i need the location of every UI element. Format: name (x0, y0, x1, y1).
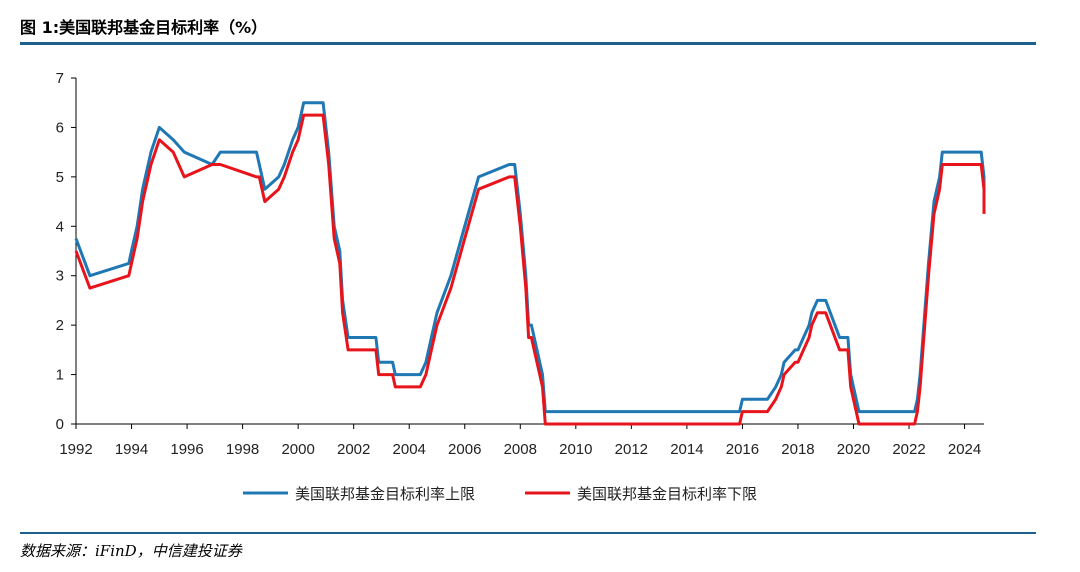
x-tick-label: 1996 (170, 441, 203, 458)
x-tick-label: 2004 (393, 441, 426, 458)
y-tick-label: 4 (56, 218, 64, 235)
x-tick-label: 2012 (615, 441, 648, 458)
x-tick-label: 2016 (726, 441, 759, 458)
y-tick-label: 2 (56, 317, 64, 334)
y-tick-label: 5 (56, 169, 64, 186)
x-tick-label: 1998 (226, 441, 259, 458)
y-tick-label: 7 (56, 70, 64, 87)
x-tick-label: 1994 (115, 441, 148, 458)
figure-title: 图 1:美国联邦基金目标利率（%） (20, 18, 268, 37)
x-tick-label: 2022 (892, 441, 925, 458)
legend: 美国联邦基金目标利率上限 美国联邦基金目标利率下限 (243, 485, 757, 503)
x-tick-label: 2014 (670, 441, 703, 458)
y-tick-label: 1 (56, 367, 64, 384)
x-tick-label: 2008 (504, 441, 537, 458)
series-line-upper (74, 101, 986, 414)
bottom-rule (20, 532, 1036, 534)
legend-label-upper: 美国联邦基金目标利率上限 (295, 485, 475, 503)
source-note: 数据来源：iFinD，中信建投证券 (20, 542, 242, 560)
x-tick-label: 2020 (837, 441, 870, 458)
series-line-lower (74, 113, 986, 426)
x-tick-label: 2000 (281, 441, 314, 458)
x-tick-label: 2002 (337, 441, 370, 458)
y-tick-label: 0 (56, 416, 64, 433)
top-rule (20, 42, 1036, 45)
legend-label-lower: 美国联邦基金目标利率下限 (577, 485, 757, 503)
axes: 0 1 2 3 4 5 6 7 1992 1994 1996 1998 2000 2002 2004 2006… (56, 70, 984, 458)
x-tick-label: 2018 (781, 441, 814, 458)
y-tick-label: 3 (56, 268, 64, 285)
series-layer (74, 101, 986, 426)
x-tick-label: 2010 (559, 441, 592, 458)
x-tick-label: 2006 (448, 441, 481, 458)
x-tick-label: 2024 (948, 441, 981, 458)
y-tick-label: 6 (56, 119, 64, 136)
x-tick-label: 1992 (59, 441, 92, 458)
